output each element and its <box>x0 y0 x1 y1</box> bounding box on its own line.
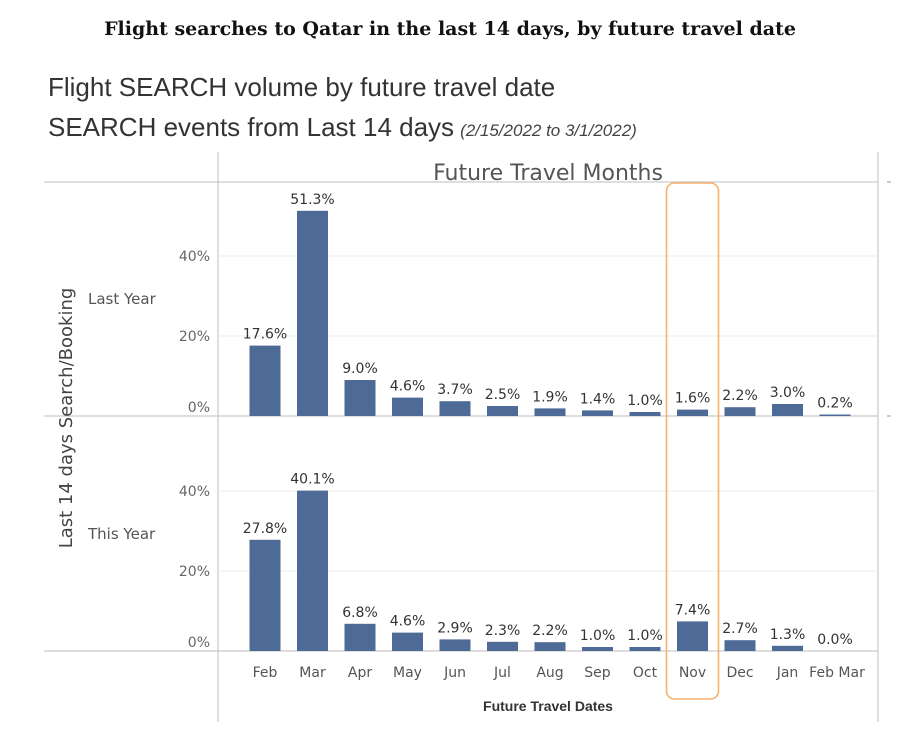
bar-nov <box>677 409 708 416</box>
data-label: 51.3% <box>290 192 334 208</box>
data-label: 2.3% <box>485 623 521 639</box>
data-label: 0.0% <box>817 632 853 648</box>
bar-aug <box>534 408 566 416</box>
data-label: 4.6% <box>390 379 426 395</box>
bar-mar <box>297 490 328 651</box>
data-label: 2.7% <box>722 621 758 637</box>
data-label: 6.8% <box>342 605 378 621</box>
headline: Flight searches to Qatar in the last 14 … <box>104 18 796 40</box>
x-tick-label: Feb <box>253 665 278 681</box>
data-label: 40.1% <box>290 472 334 488</box>
data-label: 27.8% <box>243 521 287 537</box>
bar-may <box>392 632 423 651</box>
x-tick-label: Jul <box>493 665 511 681</box>
y-tick-label: 0% <box>188 635 210 651</box>
x-tick-label: Mar <box>299 665 326 681</box>
y-tick-label: 20% <box>179 564 210 580</box>
data-label: 3.7% <box>437 382 473 398</box>
chart-title: Flight SEARCH volume by future travel da… <box>48 72 556 102</box>
bar-jul <box>487 406 518 416</box>
bar-nov <box>677 621 708 651</box>
bar-jun <box>439 401 471 416</box>
data-label: 2.2% <box>532 623 568 639</box>
bar-aug <box>534 642 566 651</box>
data-label: 2.9% <box>437 620 473 636</box>
x-tick-label: Nov <box>679 665 706 681</box>
x-tick-label: Aug <box>536 665 563 681</box>
y-tick-label: 40% <box>179 484 210 500</box>
x-tick-label: Jun <box>443 665 466 681</box>
bar-apr <box>344 623 376 651</box>
bar-dec <box>724 640 756 651</box>
data-label: 1.3% <box>770 627 806 643</box>
data-label: 7.4% <box>675 602 711 618</box>
data-label: 1.0% <box>627 393 663 409</box>
x-tick-label: Feb Mar <box>809 665 865 681</box>
data-label: 1.0% <box>580 628 616 644</box>
bar-jan <box>772 645 803 651</box>
bar-apr <box>344 380 376 416</box>
column-header: Future Travel Months <box>433 161 663 186</box>
y-tick-label: 0% <box>188 400 210 416</box>
bar-feb <box>249 345 281 416</box>
bar-sep <box>582 410 613 416</box>
highlight-box <box>665 182 720 700</box>
data-label: 1.4% <box>580 391 616 407</box>
data-label: 2.5% <box>485 387 521 403</box>
x-tick-label: Sep <box>584 665 611 681</box>
data-label: 0.2% <box>817 396 853 412</box>
bar-jan <box>772 404 803 416</box>
data-label: 1.0% <box>627 628 663 644</box>
chart-subtitle: SEARCH events from Last 14 days (2/15/202… <box>48 112 637 143</box>
bar-mar <box>297 210 328 416</box>
bar-may <box>392 397 423 416</box>
bar-sep <box>582 647 613 651</box>
x-axis-title: Future Travel Dates <box>483 698 613 714</box>
bar-jun <box>439 639 471 651</box>
x-tick-label: May <box>393 665 422 681</box>
y-axis-title: Last 14 days Search/Booking <box>56 288 77 549</box>
bar-oct <box>629 412 661 416</box>
bar-oct <box>629 647 661 651</box>
x-tick-label: Apr <box>348 665 372 681</box>
x-tick-label: Jan <box>776 665 799 681</box>
data-label: 2.2% <box>722 388 758 404</box>
data-label: 9.0% <box>342 361 378 377</box>
date-range: (2/15/2022 to 3/1/2022) <box>460 121 637 140</box>
bar-jul <box>487 641 518 651</box>
x-tick-label: Oct <box>633 665 658 681</box>
x-tick-label: Dec <box>726 665 753 681</box>
data-label: 4.6% <box>390 614 426 630</box>
bar-feb <box>249 539 281 651</box>
row-label-this-year: This Year <box>87 525 156 543</box>
data-label: 17.6% <box>243 327 287 343</box>
data-label: 3.0% <box>770 385 806 401</box>
y-tick-label: 40% <box>179 249 210 265</box>
data-label: 1.6% <box>675 391 711 407</box>
subtitle-text: SEARCH events from Last 14 days <box>48 112 455 142</box>
bar-feb-mar <box>819 414 851 416</box>
data-label: 1.9% <box>532 389 568 405</box>
row-label-last-year: Last Year <box>88 290 157 308</box>
bar-dec <box>724 407 756 416</box>
y-tick-label: 20% <box>179 329 210 345</box>
